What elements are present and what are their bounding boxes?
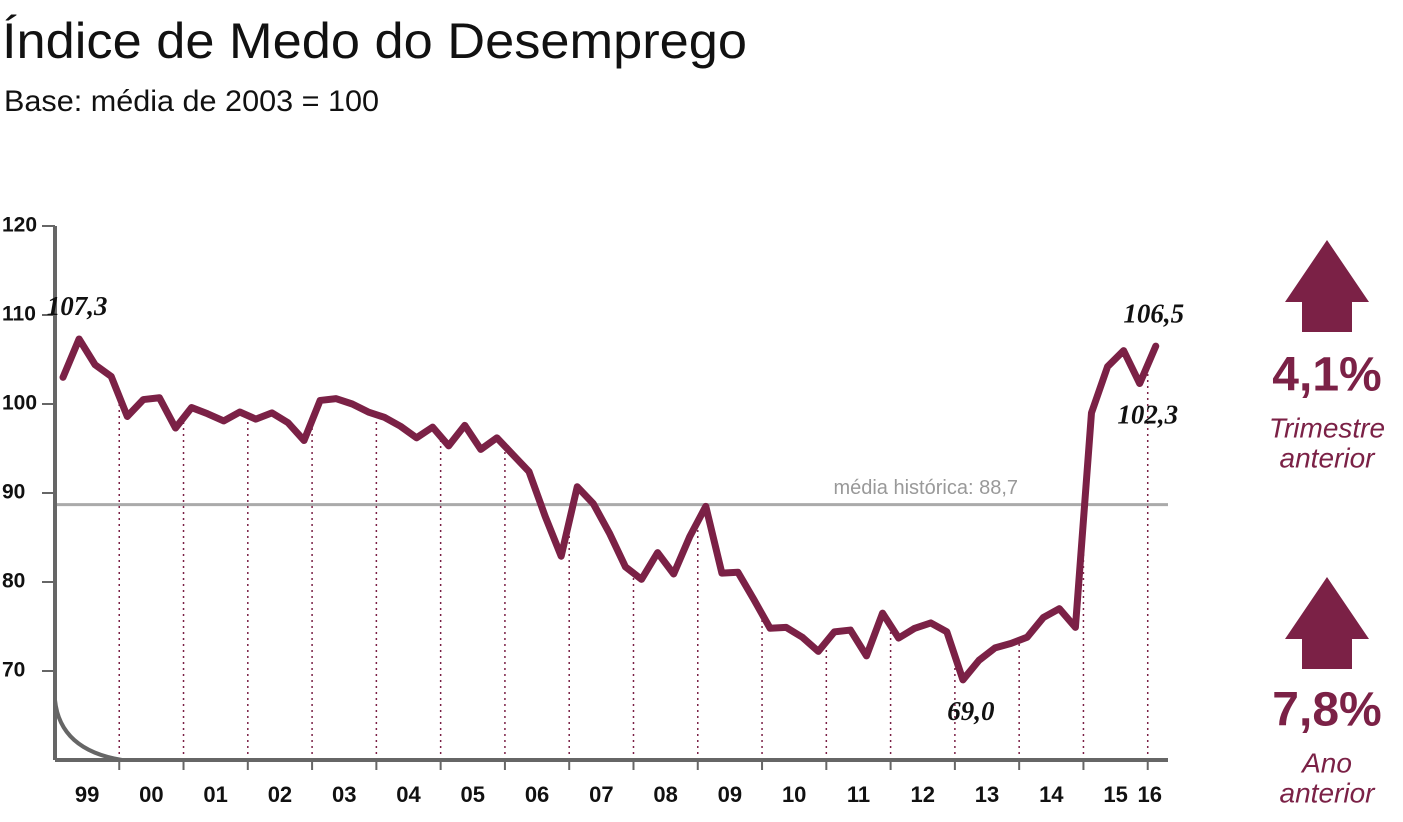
- change-value: 7,8%: [1272, 684, 1381, 737]
- x-tick-label: 10: [782, 782, 806, 807]
- x-tick-label: 15: [1103, 782, 1127, 807]
- change-label: anterior: [1280, 777, 1377, 808]
- x-tick-label: 08: [653, 782, 677, 807]
- x-tick-label: 01: [203, 782, 227, 807]
- x-tick-label: 09: [718, 782, 742, 807]
- reference-label: média histórica: 88,7: [833, 477, 1018, 499]
- y-tick-label: 110: [2, 303, 36, 326]
- y-tick-label: 120: [2, 214, 37, 237]
- x-tick-label: 13: [975, 782, 999, 807]
- change-label: anterior: [1280, 442, 1377, 473]
- x-tick-label: 99: [75, 782, 99, 807]
- data-label: 69,0: [947, 696, 995, 726]
- x-tick-label: 00: [139, 782, 163, 807]
- y-tick-label: 70: [2, 659, 25, 682]
- up-arrow: [1285, 577, 1369, 669]
- x-tick-label: 14: [1039, 782, 1064, 807]
- data-label: 107,3: [47, 291, 108, 321]
- y-tick-label: 90: [2, 481, 25, 504]
- chart-subtitle: Base: média de 2003 = 100: [4, 85, 379, 118]
- x-tick-label: 07: [589, 782, 613, 807]
- x-tick-label: 03: [332, 782, 356, 807]
- chart-title: Índice de Medo do Desemprego: [2, 13, 747, 69]
- x-tick-label: 11: [847, 782, 870, 807]
- change-label: Trimestre: [1269, 412, 1385, 443]
- axis-curve: [53, 699, 123, 762]
- change-value: 4,1%: [1272, 349, 1381, 402]
- change-label: Ano: [1300, 747, 1352, 778]
- x-tick-label: 16: [1138, 782, 1162, 807]
- data-line: [59, 335, 1160, 684]
- x-tick-label: 05: [461, 782, 485, 807]
- y-tick-label: 100: [2, 392, 37, 415]
- up-arrow: [1285, 240, 1369, 332]
- x-tick-label: 06: [525, 782, 549, 807]
- x-tick-label: 04: [396, 782, 421, 807]
- data-label: 106,5: [1123, 298, 1184, 328]
- x-tick-label: 02: [268, 782, 292, 807]
- data-label: 102,3: [1117, 400, 1178, 430]
- x-tick-label: 12: [911, 782, 935, 807]
- y-tick-label: 80: [2, 570, 25, 593]
